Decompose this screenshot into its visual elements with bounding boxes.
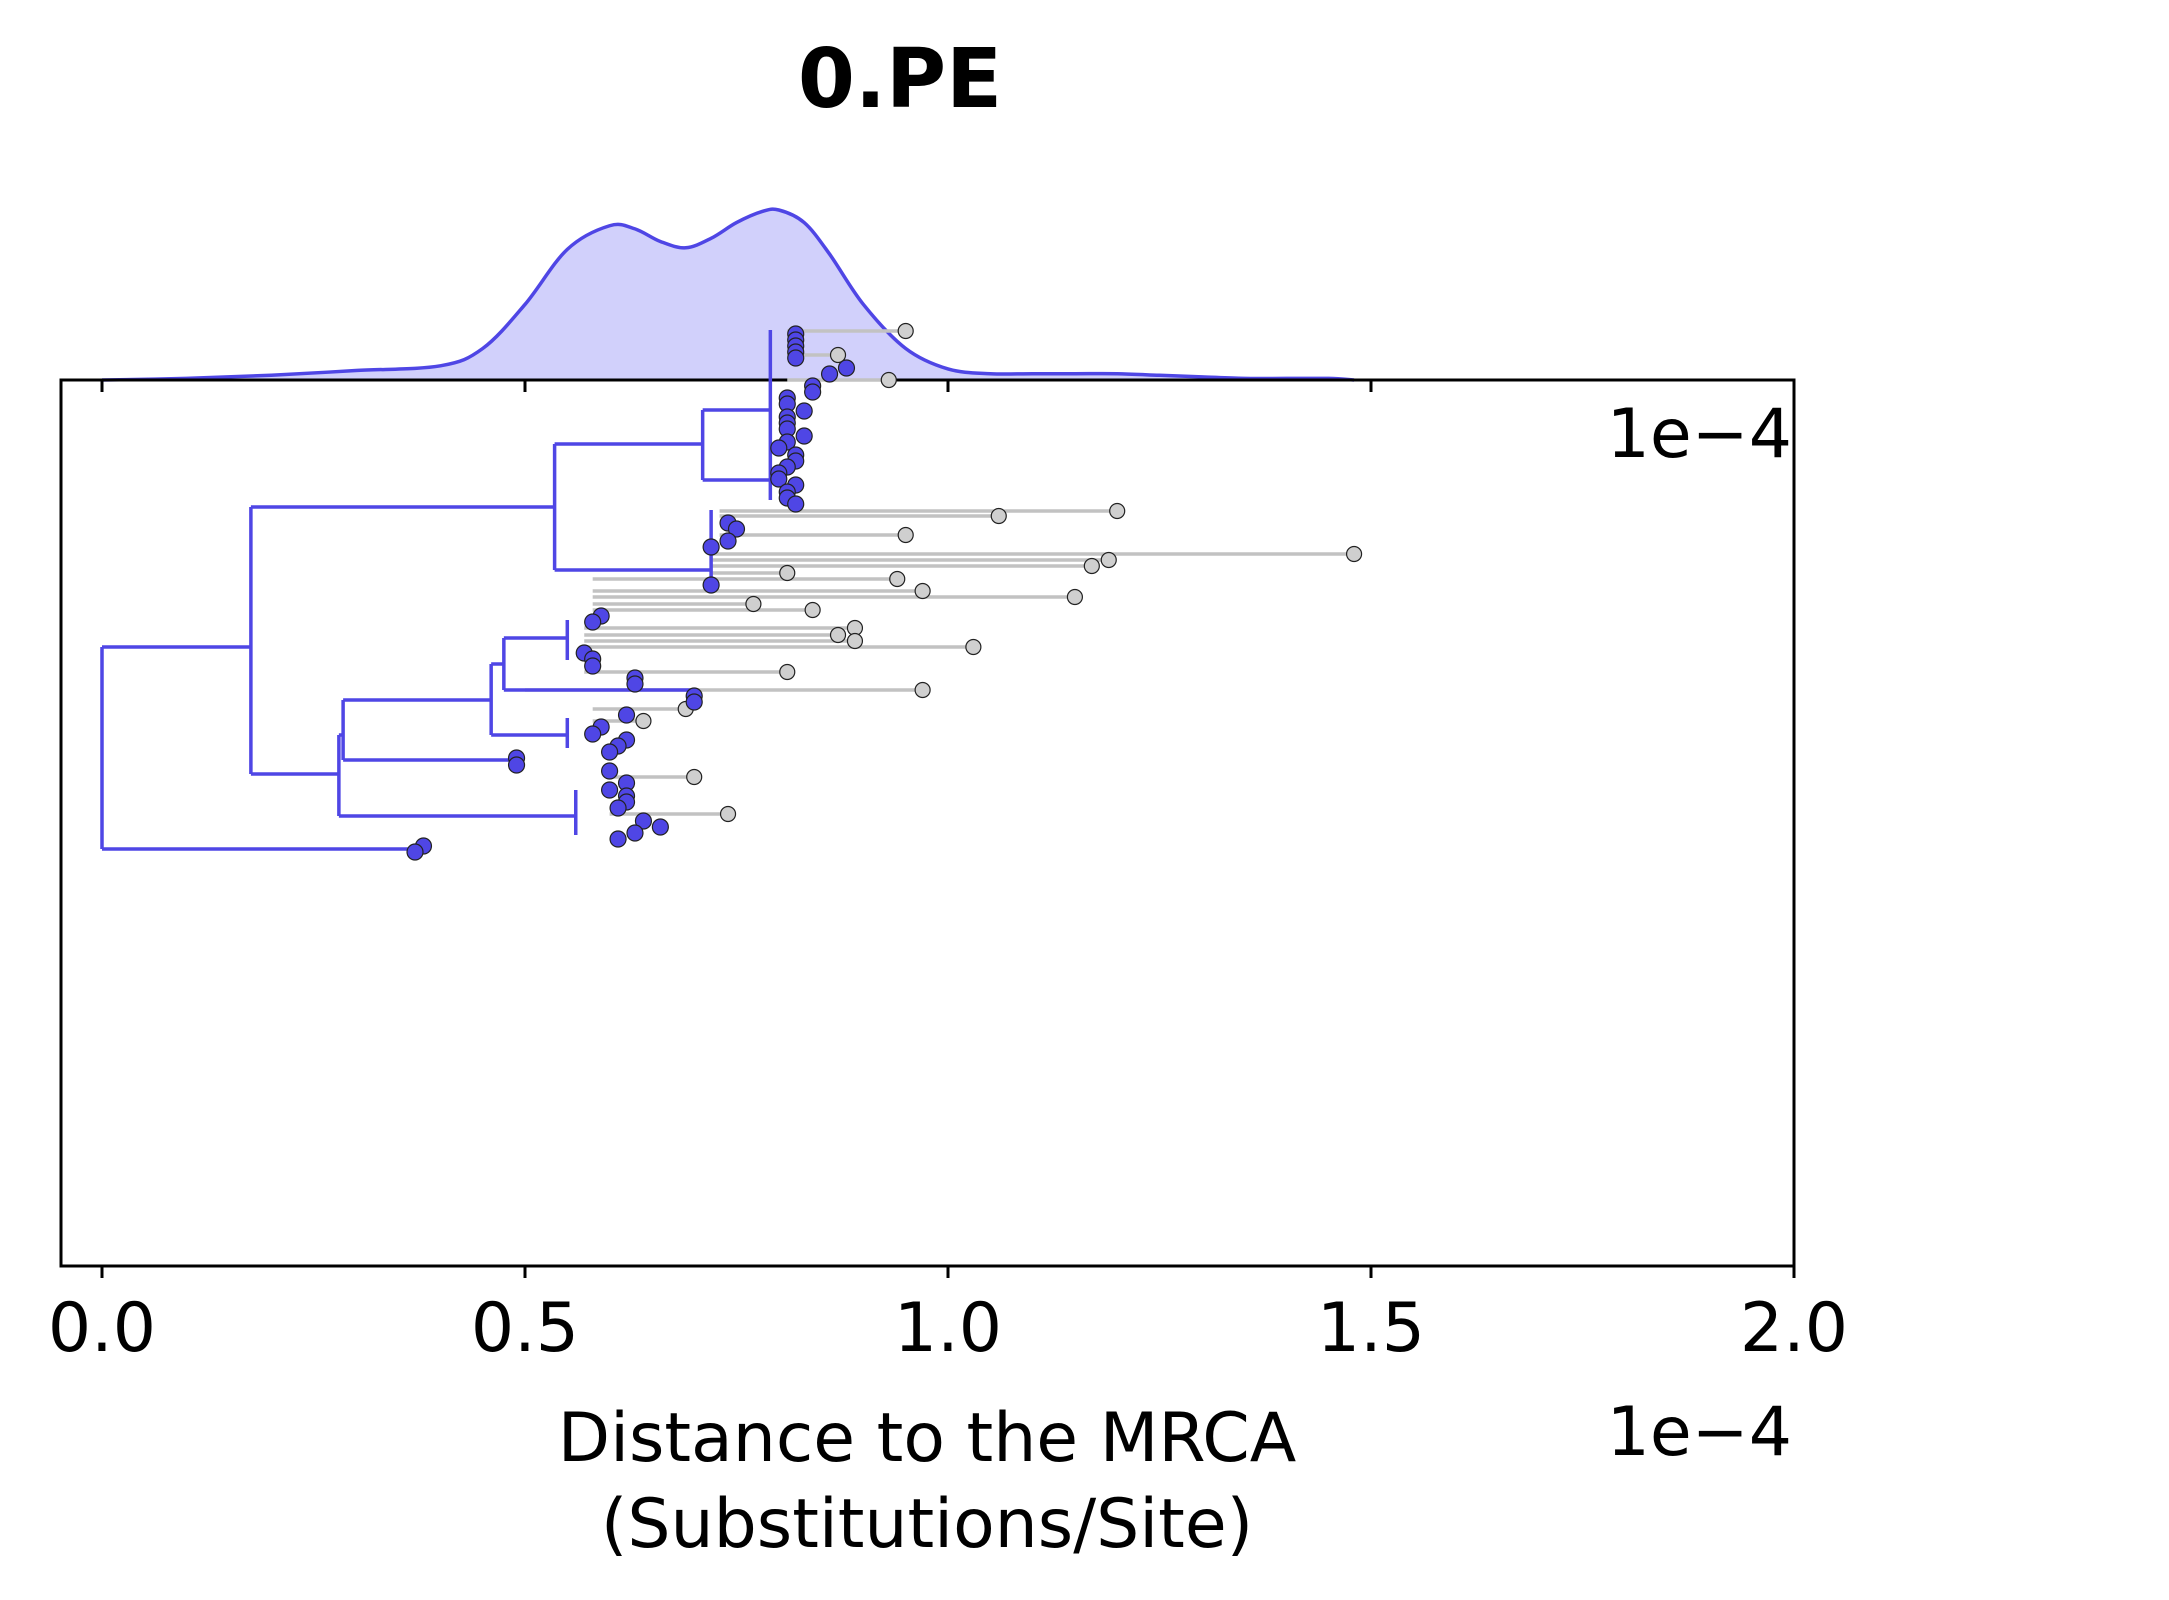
other-tip-point (1083, 557, 1100, 575)
other-tip-point (897, 322, 914, 340)
highlight-tip-point (600, 762, 619, 780)
highlight-tip-point (787, 349, 805, 367)
x-tick-label: 0.5 (471, 1289, 579, 1368)
highlight-tip-point (685, 693, 703, 711)
highlight-tip-point (634, 812, 653, 830)
x-tick-label: 1.5 (1317, 1289, 1425, 1368)
x-tick-label: 0.0 (48, 1289, 156, 1368)
other-tip-point (686, 768, 703, 786)
other-tip-point (829, 626, 847, 644)
chart-title: 0.PE (798, 32, 1002, 127)
other-tip-point (889, 570, 906, 588)
highlight-tip-point (584, 657, 602, 675)
other-tip-point (804, 601, 821, 619)
highlight-tip-point (609, 799, 627, 817)
other-tip-point (1100, 551, 1117, 569)
highlight-tip-point (584, 613, 602, 631)
other-tip-point (1345, 545, 1363, 563)
other-tip-point (914, 681, 931, 699)
other-tip-point (829, 346, 847, 364)
highlight-tip-point (609, 830, 627, 848)
highlight-tip-point (507, 756, 526, 774)
x-scale-label: 1e−4 (1607, 1393, 1792, 1472)
highlight-tip-point (617, 706, 636, 724)
highlight-tips (406, 325, 856, 861)
highlight-tip-point (719, 532, 737, 550)
x-axis-label-line1: Distance to the MRCA (558, 1399, 1297, 1478)
other-tip-point (719, 805, 737, 823)
other-tip-point (1109, 502, 1126, 520)
highlight-tip-point (406, 843, 424, 861)
highlight-tip-point (787, 495, 805, 513)
other-tips (635, 322, 1363, 823)
highlight-tip-point (770, 439, 788, 457)
other-tip-point (1066, 588, 1084, 606)
highlight-tip-point (820, 365, 839, 383)
other-tip-point (965, 638, 982, 656)
plot-frame (59, 378, 1796, 1268)
highlight-tip-point (702, 538, 720, 556)
density-plot (101, 207, 1355, 382)
density-fill (102, 209, 1355, 380)
other-branches (525, 329, 1355, 816)
highlight-tip-point (795, 402, 813, 420)
other-tip-point (914, 582, 931, 600)
other-tip-point (745, 595, 762, 613)
highlight-tip-point (804, 383, 822, 401)
other-tip-point (990, 507, 1007, 525)
highlight-tip-point (727, 520, 746, 538)
highlight-tip-point (837, 359, 856, 377)
other-tip-point (897, 526, 914, 544)
x-tick-label: 1.0 (894, 1289, 1002, 1368)
other-tip-point (880, 371, 897, 389)
highlight-tip-point (600, 743, 619, 761)
x-axis-label-line2: (Substitutions/Site) (601, 1485, 1253, 1564)
highlight-tip-point (626, 824, 644, 842)
highlight-tip-point (600, 781, 619, 799)
x-scale-label-top: 1e−4 (1607, 395, 1792, 474)
highlight-tip-point (584, 725, 602, 743)
other-tip-point (779, 564, 796, 582)
highlight-tip-point (651, 818, 669, 836)
other-tip-point (635, 712, 652, 730)
x-tick-label: 2.0 (1740, 1289, 1848, 1368)
x-axis: 0.0 0.5 1.0 1.5 2.0 (48, 380, 1848, 1368)
highlight-tip-point (626, 675, 644, 693)
other-tip-point (846, 632, 864, 650)
highlight-tip-point (702, 576, 720, 594)
density-line (101, 207, 1355, 382)
highlight-tip-point (795, 427, 813, 445)
highlight-tip-point (770, 470, 788, 488)
other-tip-point (779, 663, 796, 681)
